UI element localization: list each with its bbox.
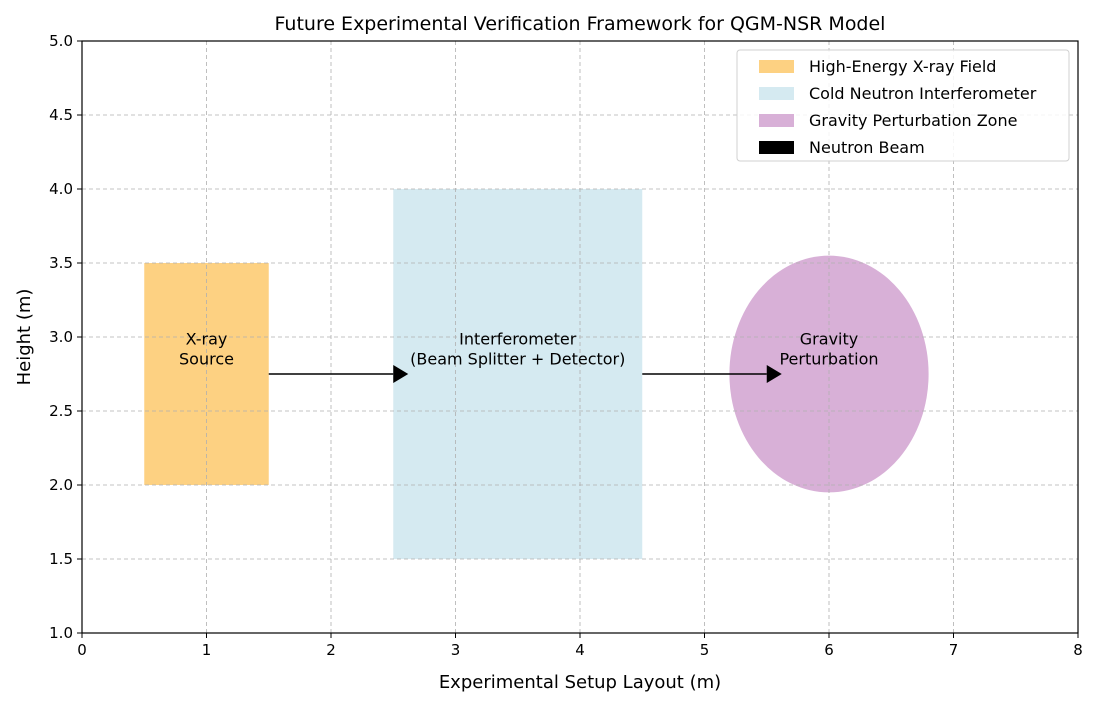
y-axis-label: Height (m)	[14, 289, 35, 386]
x-tick-label: 3	[451, 641, 461, 659]
legend-box	[736, 49, 1070, 162]
legend: High-Energy X-ray Field Cold Neutron Inte…	[736, 49, 1070, 162]
y-tick-label: 1.0	[49, 624, 73, 642]
y-tick-label: 5.0	[49, 32, 73, 50]
chart-title: Future Experimental Verification Framewo…	[275, 13, 886, 35]
interferometer-label: (Beam Splitter + Detector)	[410, 349, 625, 368]
x-tick-label: 1	[202, 641, 212, 659]
y-tick-label: 2.5	[49, 402, 73, 420]
legend-swatch	[759, 87, 794, 100]
gravity-zone-label: Gravity	[800, 329, 858, 348]
y-tick-label: 4.5	[49, 106, 73, 124]
x-tick-label: 0	[77, 641, 87, 659]
legend-swatch	[759, 114, 794, 127]
x-tick-label: 4	[575, 641, 585, 659]
x-tick-label: 6	[824, 641, 834, 659]
x-tick-label: 2	[326, 641, 336, 659]
x-tick-label: 7	[949, 641, 959, 659]
arrow-head	[766, 365, 782, 383]
x-tick-label: 8	[1073, 641, 1083, 659]
y-tick-label: 1.5	[49, 550, 73, 568]
y-tick-label: 3.0	[49, 328, 73, 346]
gravity-zone-label: Perturbation	[779, 349, 878, 368]
interferometer-rect	[393, 189, 643, 559]
y-tick-label: 2.0	[49, 476, 73, 494]
legend-label: Gravity Perturbation Zone	[809, 111, 1017, 130]
x-tick-label: 5	[700, 641, 710, 659]
y-tick-label: 3.5	[49, 254, 73, 272]
xray-field-label: Source	[179, 349, 234, 368]
x-axis-label: Experimental Setup Layout (m)	[439, 672, 721, 693]
y-tick-label: 4.0	[49, 180, 73, 198]
legend-label: High-Energy X-ray Field	[809, 57, 996, 76]
legend-swatch	[759, 60, 794, 73]
legend-label: Neutron Beam	[809, 138, 925, 157]
arrow-head	[393, 365, 409, 383]
legend-swatch	[759, 141, 794, 154]
interferometer-label: Interferometer	[459, 329, 577, 348]
legend-label: Cold Neutron Interferometer	[809, 84, 1037, 103]
xray-field-label: X-ray	[186, 329, 228, 348]
